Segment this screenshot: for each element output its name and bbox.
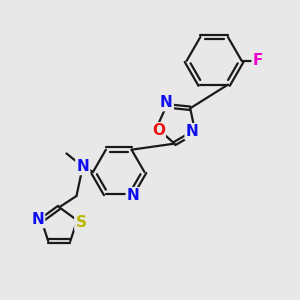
Text: S: S	[75, 215, 86, 230]
Text: N: N	[31, 212, 44, 227]
Text: N: N	[127, 188, 140, 203]
Text: F: F	[253, 53, 263, 68]
Text: N: N	[160, 95, 173, 110]
Text: N: N	[76, 159, 89, 174]
Text: O: O	[152, 123, 165, 138]
Text: N: N	[186, 124, 198, 139]
